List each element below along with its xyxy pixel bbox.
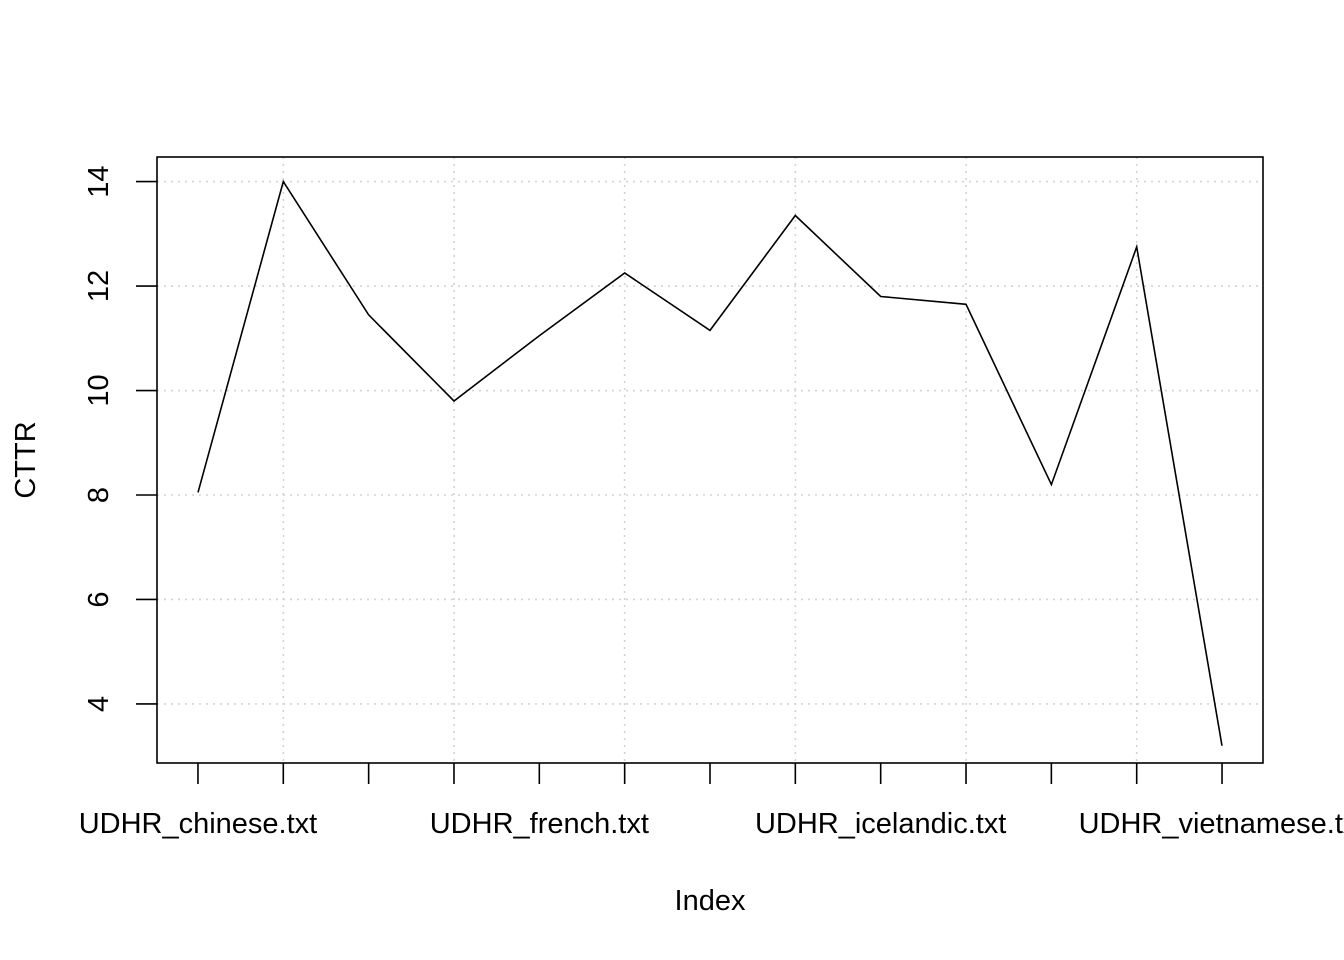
y-tick-label: 6 bbox=[83, 591, 115, 607]
x-tick-label: UDHR_french.txt bbox=[430, 808, 649, 840]
y-tick-label: 8 bbox=[83, 487, 115, 503]
x-tick-label: UDHR_chinese.txt bbox=[79, 808, 318, 840]
y-tick-label: 10 bbox=[83, 374, 115, 406]
x-tick-label: UDHR_vietnamese.txt bbox=[1079, 808, 1344, 840]
y-axis-label: CTTR bbox=[10, 421, 42, 498]
y-tick-label: 12 bbox=[83, 270, 115, 302]
y-tick-label: 4 bbox=[83, 696, 115, 712]
grid bbox=[157, 157, 1263, 763]
x-axis-label: Index bbox=[675, 885, 746, 917]
x-axis: UDHR_chinese.txt UDHR_french.txt UDHR_icel… bbox=[79, 763, 1344, 840]
x-tick-label: UDHR_icelandic.txt bbox=[755, 808, 1006, 840]
plot-frame bbox=[156, 156, 1264, 764]
y-tick-label: 14 bbox=[83, 165, 115, 197]
series-line bbox=[197, 179, 1223, 746]
y-axis: 4 6 8 10 12 14 bbox=[83, 165, 157, 712]
